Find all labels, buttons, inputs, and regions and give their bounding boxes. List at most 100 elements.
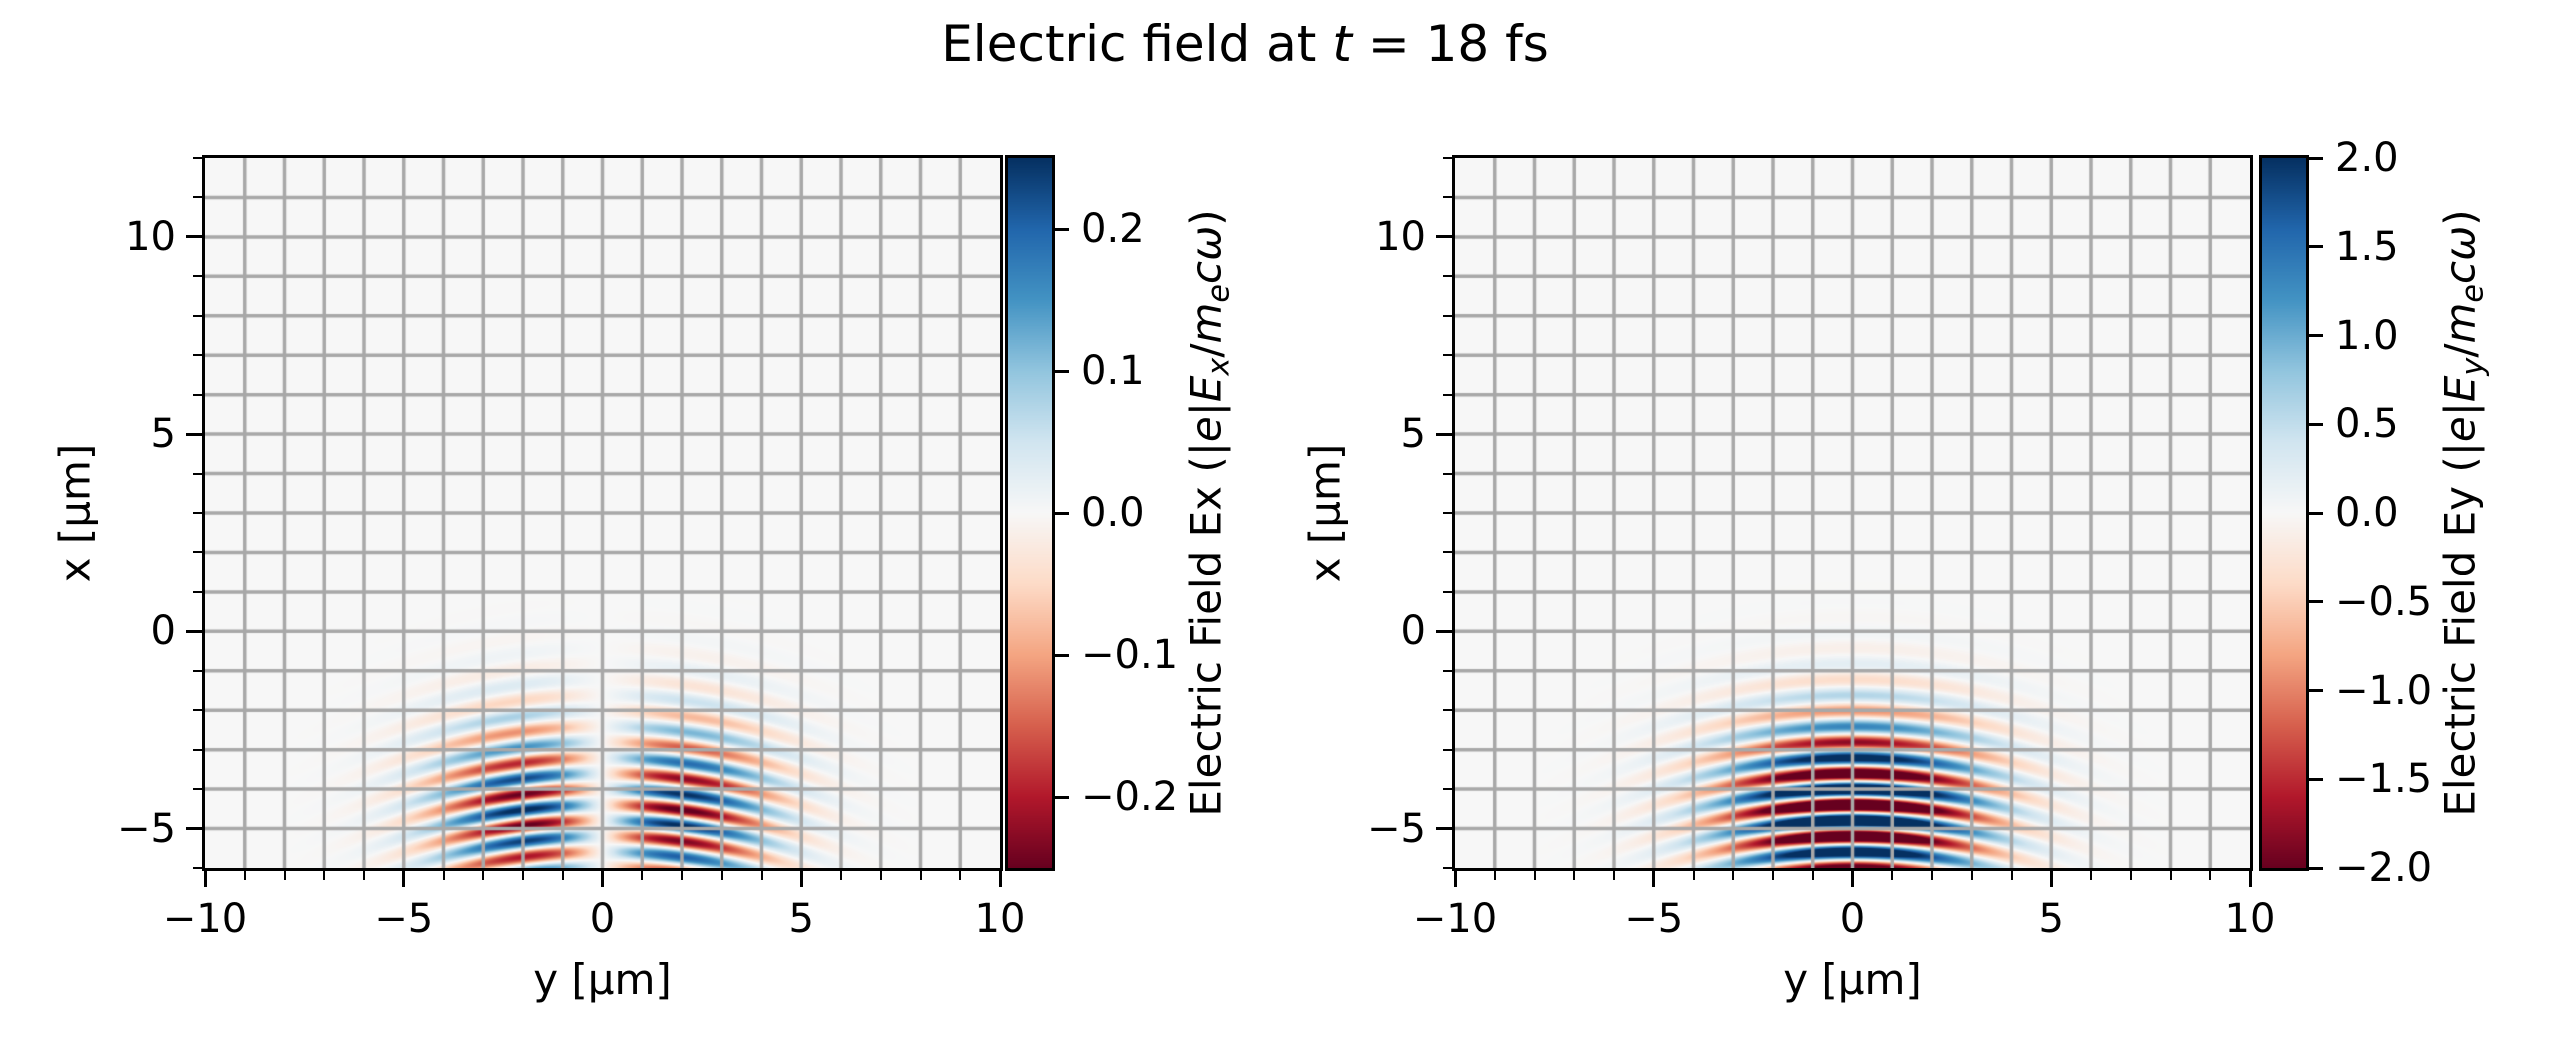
x-tick-minor — [442, 871, 445, 880]
colorbar-label-ex-run: ω — [1181, 225, 1231, 261]
y-tick-minor — [1443, 867, 1452, 869]
colorbar-tick-label: −0.2 — [1081, 774, 1179, 820]
y-tick-major — [1436, 432, 1452, 436]
colorbar-label-ey-run: | — [2435, 402, 2485, 417]
colorbar-tick — [2309, 866, 2323, 870]
y-tick-minor — [193, 590, 202, 593]
y-tick-minor — [1443, 472, 1452, 475]
x-tick-minor — [482, 871, 485, 880]
x-tick-minor — [363, 871, 365, 880]
y-tick-major — [186, 432, 202, 436]
x-tick-label: 10 — [2224, 896, 2276, 942]
y-tick-label: 0 — [150, 608, 176, 655]
y-tick-minor — [1443, 157, 1452, 159]
colorbar-tick — [2309, 245, 2323, 249]
x-tick-minor — [283, 871, 286, 880]
colorbar-label-ex-run: e — [1181, 416, 1231, 443]
colorbar-label-ey-run: E — [2435, 375, 2485, 403]
colorbar-tick-label: 0.2 — [1081, 206, 1145, 252]
colorbar-tick — [2309, 334, 2323, 337]
y-tick-minor — [193, 512, 202, 514]
colorbar-tick — [2309, 777, 2323, 781]
y-tick-minor — [1443, 590, 1452, 593]
y-tick-major — [1436, 629, 1452, 633]
y-tick-minor — [193, 867, 202, 869]
colorbar-label-ey-run: / — [2435, 343, 2485, 358]
y-tick-minor — [1443, 709, 1452, 712]
colorbar-label-ex-run: E — [1181, 375, 1231, 403]
colorbar-label-ex: Electric Field Ex (|e|Ex/mecω) — [1182, 209, 1237, 816]
colorbar-tick-label: 2.0 — [2335, 135, 2399, 181]
x-tick-minor — [681, 871, 683, 880]
x-tick-minor — [1732, 871, 1735, 880]
y-tick-minor — [1443, 354, 1452, 357]
x-tick-minor — [720, 871, 723, 880]
colorbar-tick-label: 1.0 — [2335, 312, 2399, 359]
x-tick-label: 5 — [2038, 896, 2064, 942]
colorbar-tick — [2309, 422, 2323, 426]
x-tick-minor — [2090, 871, 2092, 880]
colorbar-tick-label: −1.0 — [2335, 667, 2433, 714]
x-tick-major — [1652, 871, 1656, 887]
x-tick-label: −10 — [1412, 896, 1498, 942]
y-axis-label-ex: x [μm] — [50, 443, 100, 583]
colorbar-label-ex-run: m — [1181, 302, 1231, 344]
x-tick-minor — [1970, 871, 1973, 880]
y-tick-minor — [193, 669, 202, 672]
colorbar-label-ey: Electric Field Ey (|e|Ey/mecω) — [2436, 209, 2491, 816]
x-tick-label: −10 — [162, 896, 248, 942]
y-tick-minor — [1443, 314, 1452, 317]
y-tick-minor — [193, 354, 202, 357]
y-tick-label: 5 — [150, 411, 176, 458]
y-tick-minor — [1443, 788, 1452, 791]
x-tick-label: 5 — [788, 896, 814, 942]
x-tick-minor — [879, 871, 882, 880]
x-tick-label: 10 — [974, 896, 1026, 942]
x-tick-minor — [1692, 871, 1695, 880]
colorbar-tick-label: 0.0 — [1081, 490, 1145, 536]
colorbar-label-ey-run: y — [2455, 357, 2491, 376]
colorbar-label-ex-run: x — [1201, 357, 1237, 376]
x-tick-minor — [2129, 871, 2132, 880]
x-tick-minor — [641, 871, 644, 880]
colorbar-label-ex-run: Electric Field Ex (| — [1181, 442, 1231, 817]
colorbar-tick-label: −0.5 — [2335, 578, 2433, 625]
colorbar-tick — [2309, 600, 2323, 604]
x-tick-minor — [1772, 871, 1774, 880]
x-tick-minor — [1573, 871, 1576, 880]
y-tick-minor — [193, 551, 202, 554]
y-tick-minor — [193, 709, 202, 712]
x-tick-minor — [1613, 871, 1615, 880]
colorbar-label-ex-run: c — [1181, 260, 1231, 284]
colorbar-tick-label: −1.5 — [2335, 756, 2433, 803]
y-tick-label: 5 — [1400, 411, 1426, 458]
x-tick-minor — [561, 871, 564, 880]
heatmap-ey-canvas — [1455, 158, 2250, 868]
colorbar-tick — [1055, 653, 1069, 657]
x-tick-minor — [243, 871, 246, 880]
y-tick-major — [1436, 827, 1452, 831]
x-tick-major — [998, 871, 1002, 887]
y-tick-major — [1436, 235, 1452, 239]
colorbar-tick-label: 0.1 — [1081, 348, 1145, 394]
x-tick-minor — [1931, 871, 1933, 880]
y-tick-minor — [1443, 551, 1452, 554]
y-tick-minor — [1443, 196, 1452, 199]
x-tick-label: 0 — [589, 896, 616, 942]
colorbar-tick-label: 0.0 — [2335, 490, 2399, 536]
colorbar-label-ey-run: c — [2435, 260, 2485, 284]
y-tick-major — [186, 827, 202, 831]
colorbar-label-ex-run: / — [1181, 343, 1231, 358]
x-tick-label: 0 — [1839, 896, 1866, 942]
x-tick-minor — [1891, 871, 1894, 880]
x-tick-major — [601, 871, 604, 887]
colorbar-label-ey-run: e — [2435, 416, 2485, 443]
figure-title-run: = 18 fs — [1351, 15, 1549, 73]
x-axis-label-ex: y [μm] — [533, 955, 672, 1004]
x-tick-major — [203, 871, 207, 887]
x-tick-minor — [1811, 871, 1814, 880]
colorbar-label-ey-run: Electric Field Ey (| — [2435, 442, 2485, 817]
y-tick-minor — [193, 275, 202, 278]
x-tick-minor — [2209, 871, 2212, 880]
colorbar-tick — [1055, 795, 1069, 799]
